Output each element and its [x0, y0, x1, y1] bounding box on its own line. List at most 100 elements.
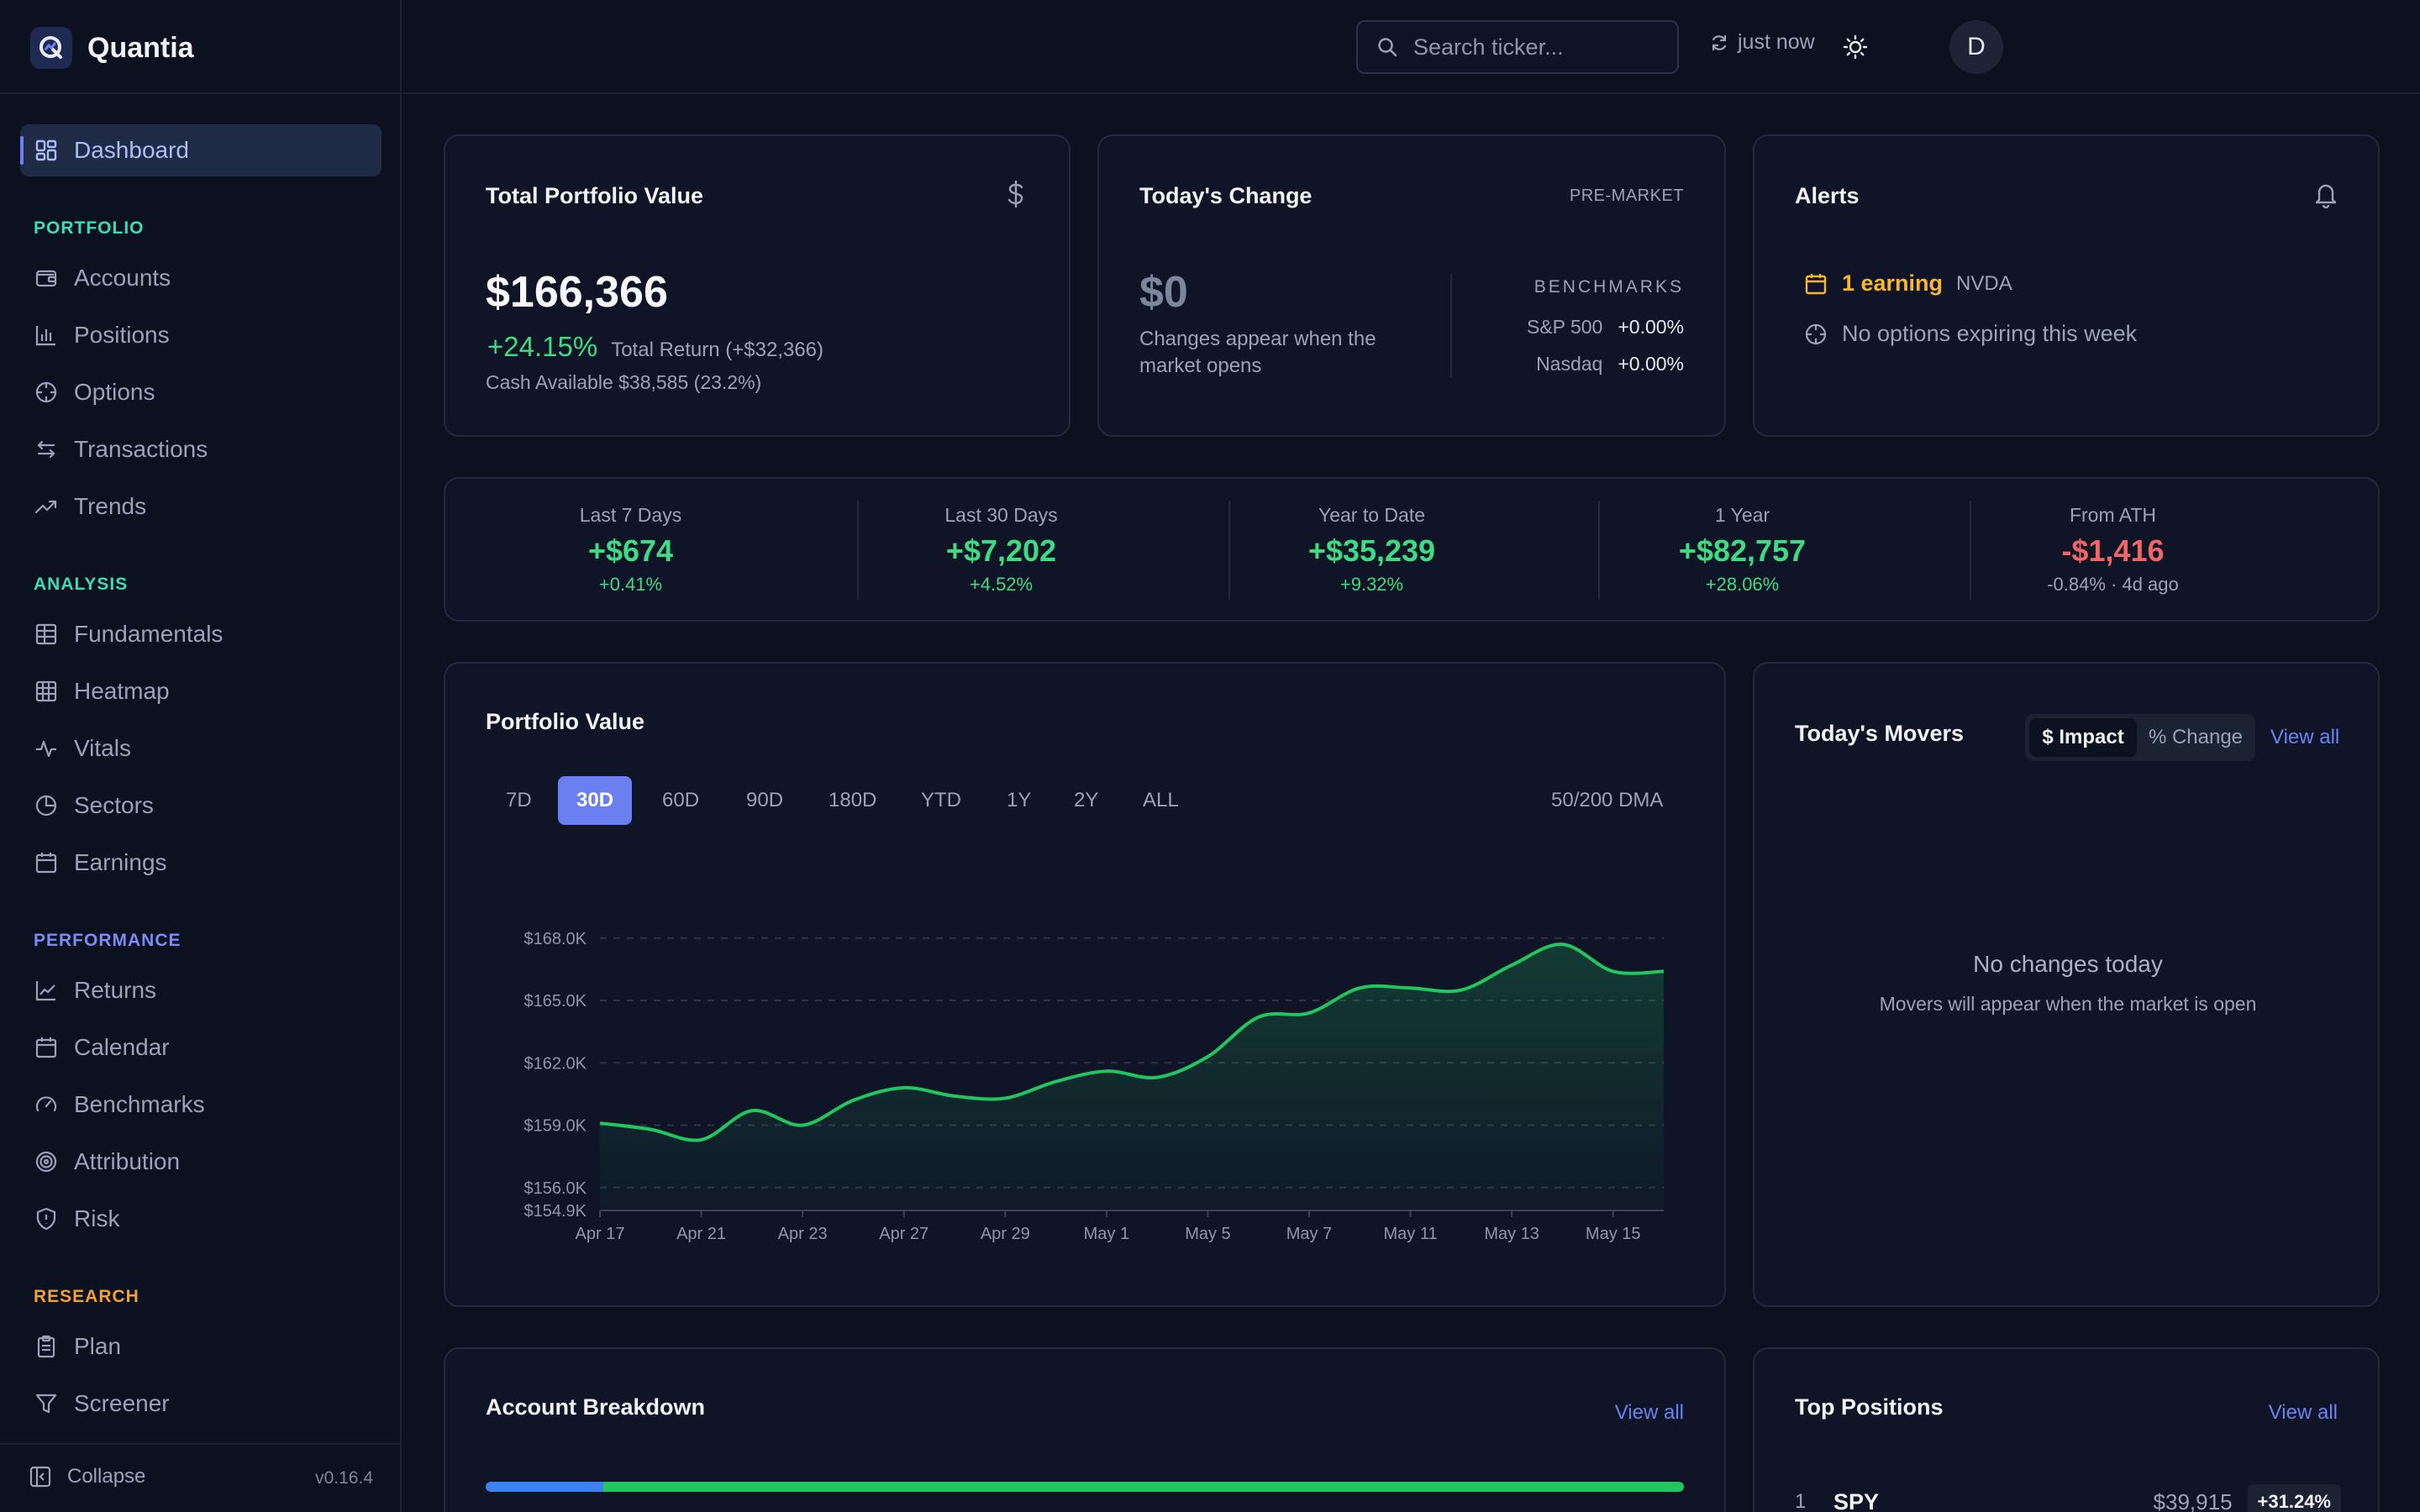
percent-change-toggle[interactable]: % Change [2148, 726, 2244, 748]
sidebar-item-attribution[interactable]: Attribution [20, 1136, 381, 1188]
benchmark-value: +0.00% [1618, 316, 1684, 338]
empty-subtitle: Movers will appear when the market is op… [1879, 993, 2257, 1015]
range-7d[interactable]: 7D [506, 789, 532, 811]
portfolio-value: $166,366 [486, 268, 668, 317]
sidebar-item-label: Earnings [74, 849, 167, 875]
search-input[interactable]: Search ticker... [1356, 20, 1679, 74]
sidebar-item-label: Screener [74, 1390, 170, 1416]
range-30d[interactable]: 30D [558, 776, 633, 825]
perf-label: 1 Year [1714, 504, 1770, 526]
section-portfolio: PORTFOLIO [34, 218, 145, 238]
today-change-note: Changes appear when the market opens [1139, 326, 1376, 380]
divider [1598, 501, 1600, 600]
table-icon [35, 623, 57, 645]
perf-pct: -0.84% · 4d ago [2047, 574, 2179, 595]
sidebar-item-label: Accounts [74, 265, 171, 291]
empty-title: No changes today [1973, 951, 2163, 977]
movers-view-all-link[interactable]: View all [2270, 726, 2340, 748]
sidebar-item-transactions[interactable]: Transactions [20, 423, 381, 475]
range-1y[interactable]: 1Y [1007, 789, 1032, 811]
swap-arrows-icon [37, 440, 55, 459]
sidebar-item-risk[interactable]: Risk [20, 1193, 381, 1245]
total-return-pct: +24.15% [487, 331, 598, 362]
x-tick-label: Apr 17 [576, 1225, 625, 1243]
range-ytd[interactable]: YTD [921, 789, 961, 811]
sidebar-item-plan[interactable]: Plan [20, 1320, 381, 1373]
grid-icon [35, 680, 57, 702]
card-title: Today's Movers [1795, 721, 1964, 746]
sidebar-item-label: Benchmarks [74, 1091, 205, 1117]
section-analysis: ANALYSIS [34, 575, 129, 594]
x-tick-label: May 15 [1586, 1225, 1641, 1243]
options-status: No options expiring this week [1842, 321, 2138, 346]
cash-available: Cash Available $38,585 (23.2%) [486, 371, 762, 393]
allocation-segment [602, 1482, 1684, 1492]
sidebar-item-calendar[interactable]: Calendar [20, 1021, 381, 1074]
clipboard-icon [37, 1335, 55, 1358]
x-tick-label: May 1 [1084, 1225, 1129, 1243]
x-tick-label: Apr 21 [676, 1225, 726, 1243]
gauge-icon [35, 1096, 57, 1112]
sidebar-item-trends[interactable]: Trends [20, 480, 381, 533]
perf-year-to-date[interactable]: Year to Date +$35,239 +9.32% [1186, 479, 1557, 622]
impact-toggle[interactable]: $ Impact [2029, 718, 2137, 757]
sidebar-item-positions[interactable]: Positions [20, 309, 381, 361]
perf-pct: +28.06% [1705, 574, 1780, 595]
todays-change-card: Today's Change PRE-MARKET $0 Changes app… [1097, 134, 1726, 437]
range-180d[interactable]: 180D [829, 789, 877, 811]
perf-from-ath[interactable]: From ATH -$1,416 -0.84% · 4d ago [1928, 479, 2298, 622]
perf-pct: +4.52% [969, 574, 1034, 595]
sidebar-item-label: Fundamentals [74, 621, 224, 647]
sidebar-item-vitals[interactable]: Vitals [20, 722, 381, 774]
perf-value: -$1,416 [2061, 533, 2165, 568]
range-all[interactable]: ALL [1143, 789, 1179, 811]
x-tick-label: Apr 27 [879, 1225, 929, 1243]
perf-one-year[interactable]: 1 Year +$82,757 +28.06% [1557, 479, 1928, 622]
sidebar-item-benchmarks[interactable]: Benchmarks [20, 1079, 381, 1131]
brand[interactable]: Quantia [30, 27, 194, 69]
dma-toggle[interactable]: 50/200 DMA [1551, 789, 1664, 811]
sidebar-item-returns[interactable]: Returns [20, 964, 381, 1016]
benchmark-row: S&P 500 +0.00% [1527, 316, 1684, 339]
sidebar-item-accounts[interactable]: Accounts [20, 252, 381, 304]
sidebar-item-label: Trends [74, 493, 147, 519]
position-value: $39,915 [2153, 1488, 2233, 1512]
sidebar-item-label: Dashboard [74, 137, 189, 163]
crosshair-icon [35, 381, 57, 403]
sidebar-item-earnings[interactable]: Earnings [20, 837, 381, 889]
sidebar-item-options[interactable]: Options [20, 366, 381, 418]
last-updated: just now [1738, 30, 1815, 54]
quantia-logo-icon [30, 27, 72, 69]
accounts-view-all-link[interactable]: View all [1614, 1401, 1684, 1424]
top-positions-card: Top Positions View all 1 SPY $39,915 +31… [1753, 1347, 2380, 1512]
table-row[interactable]: 1 SPY $39,915 +31.24% [1795, 1483, 2341, 1512]
avatar[interactable]: D [1949, 20, 2003, 74]
perf-label: Last 30 Days [944, 504, 1058, 526]
positions-view-all-link[interactable]: View all [2268, 1401, 2338, 1424]
bell-icon[interactable] [2312, 180, 2339, 208]
sidebar-item-screener[interactable]: Screener [20, 1378, 381, 1430]
perf-last-30-days[interactable]: Last 30 Days +$7,202 +4.52% [816, 479, 1186, 622]
refresh-button[interactable]: just now [1709, 30, 1815, 55]
range-90d[interactable]: 90D [746, 789, 784, 811]
earnings-alert[interactable]: 1 earning NVDA [1803, 270, 2012, 297]
collapse-button[interactable]: Collapse [29, 1465, 145, 1488]
sidebar-item-label: Sectors [74, 792, 154, 818]
sidebar-item-dashboard[interactable]: Dashboard [20, 124, 381, 176]
divider [1970, 501, 1971, 600]
divider [0, 1443, 402, 1445]
theme-toggle-button[interactable] [1839, 30, 1872, 64]
sidebar-item-sectors[interactable]: Sectors [20, 780, 381, 832]
sidebar-item-fundamentals[interactable]: Fundamentals [20, 608, 381, 660]
position-change-badge: +31.24% [2247, 1484, 2341, 1512]
position-ticker: SPY [1833, 1488, 1880, 1512]
sidebar-item-label: Options [74, 379, 155, 405]
benchmark-value: +0.00% [1618, 353, 1684, 375]
bar-chart-icon [35, 326, 55, 346]
sidebar-item-heatmap[interactable]: Heatmap [20, 665, 381, 717]
refresh-icon [1712, 34, 1727, 50]
range-2y[interactable]: 2Y [1074, 789, 1099, 811]
range-60d[interactable]: 60D [662, 789, 700, 811]
todays-movers-card: Today's Movers No changes today Movers w… [1753, 662, 2380, 1307]
perf-last-7-days[interactable]: Last 7 Days +$674 +0.41% [445, 479, 816, 622]
